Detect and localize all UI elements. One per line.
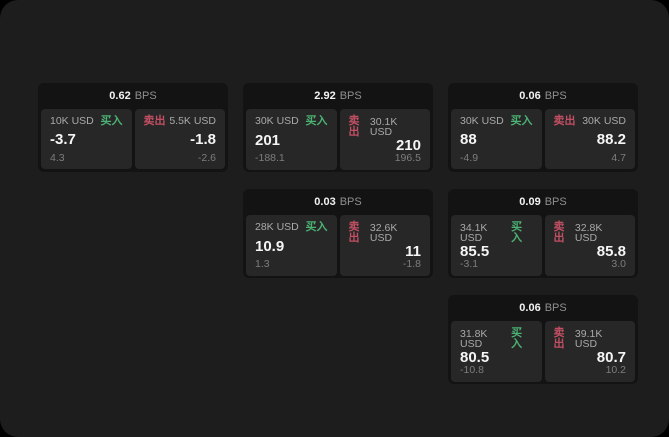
sell-delta: 3.0 [611,258,626,270]
buy-amount: 30K USD [460,115,504,128]
buy-price: -3.7 [50,131,76,149]
quote-panels: 30K USD 买入 201 -188.1 卖出 30.1K USD 210 1… [246,109,430,170]
buy-price: 85.5 [460,243,490,260]
sell-delta: -2.6 [197,151,216,164]
quote-card-4: 0.03 BPS 28K USD 买入 10.9 1.3 卖出 32.6K US… [243,189,433,278]
bps-unit: BPS [339,195,362,208]
buy-label[interactable]: 买入 [510,115,533,127]
sell-amount: 39.1K USD [574,327,603,350]
buy-amount: 30K USD [255,115,299,128]
sell-panel[interactable]: 卖出 30.1K USD 210 196.5 [339,109,430,170]
quote-card-3: 0.06 BPS 30K USD 买入 88 -4.9 卖出 30K USD [448,83,638,172]
bps-header: 0.03 BPS [243,189,433,214]
buy-delta: 4.3 [50,151,65,164]
buy-amount: 28K USD [255,221,299,234]
sell-amount: 30K USD [582,115,626,128]
sell-delta: -1.8 [402,258,421,270]
sell-panel[interactable]: 卖出 39.1K USD 80.7 10.2 [544,321,635,382]
sell-label[interactable]: 卖出 [553,115,576,127]
bps-header: 0.62 BPS [38,83,228,108]
buy-label[interactable]: 买入 [511,327,523,350]
sell-label[interactable]: 卖出 [553,221,565,244]
sell-delta: 10.2 [605,364,626,376]
sell-delta: 196.5 [394,152,421,164]
sell-label[interactable]: 卖出 [348,115,360,138]
bps-value: 2.92 [314,89,336,102]
bps-unit: BPS [544,89,567,102]
sell-price: -1.8 [190,131,216,149]
bps-unit: BPS [339,89,362,102]
bps-value: 0.03 [314,195,336,208]
buy-panel[interactable]: 30K USD 买入 201 -188.1 [246,109,337,170]
quote-card-1: 0.62 BPS 10K USD 买入 -3.7 4.3 卖出 5.5K USD [38,83,228,172]
sell-panel[interactable]: 卖出 32.6K USD 11 -1.8 [339,215,430,276]
bps-header: 0.06 BPS [448,83,638,108]
quote-panels: 30K USD 买入 88 -4.9 卖出 30K USD 88.2 4.7 [451,109,635,169]
quote-panels: 31.8K USD 买入 80.5 -10.8 卖出 39.1K USD 80.… [451,321,635,382]
buy-panel[interactable]: 31.8K USD 买入 80.5 -10.8 [451,321,542,382]
sell-label[interactable]: 卖出 [143,115,166,127]
bps-unit: BPS [544,195,567,208]
sell-price: 210 [395,137,421,154]
sell-price: 80.7 [596,349,626,366]
sell-label[interactable]: 卖出 [553,327,565,350]
sell-price: 88.2 [596,131,626,149]
buy-delta: 1.3 [255,258,270,270]
bps-unit: BPS [134,89,157,102]
bps-value: 0.06 [519,89,541,102]
bps-unit: BPS [544,301,567,314]
buy-panel[interactable]: 28K USD 买入 10.9 1.3 [246,215,337,276]
bps-value: 0.09 [519,195,541,208]
sell-panel[interactable]: 卖出 32.8K USD 85.8 3.0 [544,215,635,276]
sell-amount: 32.6K USD [369,221,398,244]
sell-panel[interactable]: 卖出 30K USD 88.2 4.7 [544,109,635,169]
buy-delta: -10.8 [460,364,484,376]
sell-amount: 30.1K USD [369,115,398,138]
buy-price: 80.5 [460,349,490,366]
buy-delta: -3.1 [460,258,479,270]
buy-label[interactable]: 买入 [305,221,328,233]
bps-header: 2.92 BPS [243,83,433,108]
sell-price: 11 [405,243,421,260]
sell-panel[interactable]: 卖出 5.5K USD -1.8 -2.6 [134,109,225,169]
bps-value: 0.06 [519,301,541,314]
quote-card-6: 0.06 BPS 31.8K USD 买入 80.5 -10.8 卖出 39.1… [448,295,638,384]
buy-amount: 10K USD [50,115,94,128]
buy-panel[interactable]: 30K USD 买入 88 -4.9 [451,109,542,169]
buy-panel[interactable]: 34.1K USD 买入 85.5 -3.1 [451,215,542,276]
buy-delta: -188.1 [255,152,285,164]
quote-panels: 28K USD 买入 10.9 1.3 卖出 32.6K USD 11 -1.8 [246,215,430,276]
buy-price: 88 [460,131,477,149]
sell-amount: 5.5K USD [169,115,216,128]
sell-delta: 4.7 [611,151,626,164]
bps-header: 0.06 BPS [448,295,638,320]
buy-amount: 34.1K USD [460,221,488,244]
buy-label[interactable]: 买入 [305,115,328,127]
quote-panels: 10K USD 买入 -3.7 4.3 卖出 5.5K USD -1.8 -2.… [41,109,225,169]
buy-panel[interactable]: 10K USD 买入 -3.7 4.3 [41,109,132,169]
bps-header: 0.09 BPS [448,189,638,214]
quote-card-2: 2.92 BPS 30K USD 买入 201 -188.1 卖出 30.1K … [243,83,433,172]
buy-label[interactable]: 买入 [100,115,123,127]
buy-price: 201 [255,131,281,149]
buy-amount: 31.8K USD [460,327,488,350]
quote-panels: 34.1K USD 买入 85.5 -3.1 卖出 32.8K USD 85.8… [451,215,635,276]
buy-label[interactable]: 买入 [511,221,523,244]
quote-cards-grid: 0.62 BPS 10K USD 买入 -3.7 4.3 卖出 5.5K USD [38,83,638,384]
quote-card-5: 0.09 BPS 34.1K USD 买入 85.5 -3.1 卖出 32.8K… [448,189,638,278]
sell-label[interactable]: 卖出 [348,221,360,244]
bps-value: 0.62 [109,89,131,102]
buy-delta: -4.9 [460,151,479,164]
buy-price: 10.9 [255,237,285,255]
sell-amount: 32.8K USD [574,221,603,244]
sell-price: 85.8 [596,243,626,260]
